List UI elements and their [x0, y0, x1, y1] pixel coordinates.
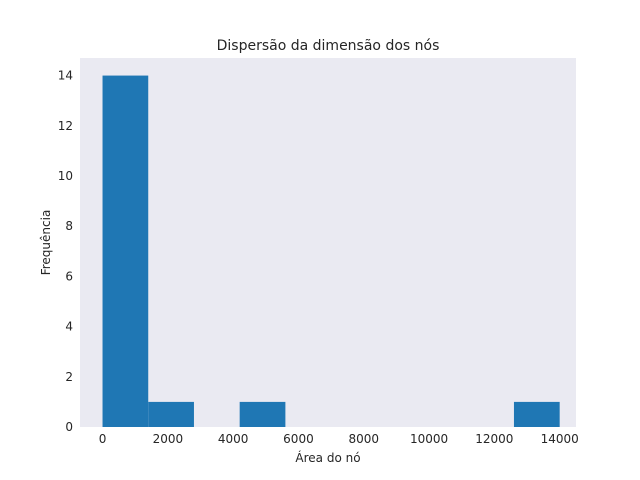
- x-axis-label: Área do nó: [295, 450, 360, 465]
- y-ticks-group: 0 2 4 6 8 10 12 14: [58, 69, 73, 434]
- chart-title: Dispersão da dimensão dos nós: [217, 38, 440, 54]
- y-tick-label-0: 0: [65, 420, 73, 434]
- bars-group: [102, 75, 560, 428]
- histogram-bar-1: [148, 401, 194, 427]
- x-tick-label-0: 0: [99, 432, 107, 446]
- y-tick-label-3: 6: [65, 269, 73, 283]
- histogram-bar-0: [102, 75, 149, 428]
- x-tick-label-2: 4000: [218, 432, 249, 446]
- y-tick-label-5: 10: [58, 169, 73, 183]
- x-tick-label-6: 12000: [475, 432, 513, 446]
- x-tick-label-5: 10000: [410, 432, 448, 446]
- y-tick-label-4: 8: [65, 219, 73, 233]
- y-tick-label-1: 2: [65, 370, 73, 384]
- x-tick-label-3: 6000: [283, 432, 314, 446]
- x-tick-label-1: 2000: [153, 432, 184, 446]
- x-ticks-group: 0 2000 4000 6000 8000 10000 12000 14000: [99, 432, 579, 446]
- y-tick-label-7: 14: [58, 69, 73, 83]
- y-axis-label: Frequência: [39, 210, 53, 276]
- x-tick-label-7: 14000: [541, 432, 579, 446]
- histogram-bar-3: [239, 401, 286, 427]
- y-tick-label-2: 4: [65, 320, 73, 334]
- y-tick-label-6: 12: [58, 119, 73, 133]
- plot-area: [80, 58, 576, 427]
- x-tick-label-4: 8000: [348, 432, 379, 446]
- histogram-bar-9: [513, 401, 560, 427]
